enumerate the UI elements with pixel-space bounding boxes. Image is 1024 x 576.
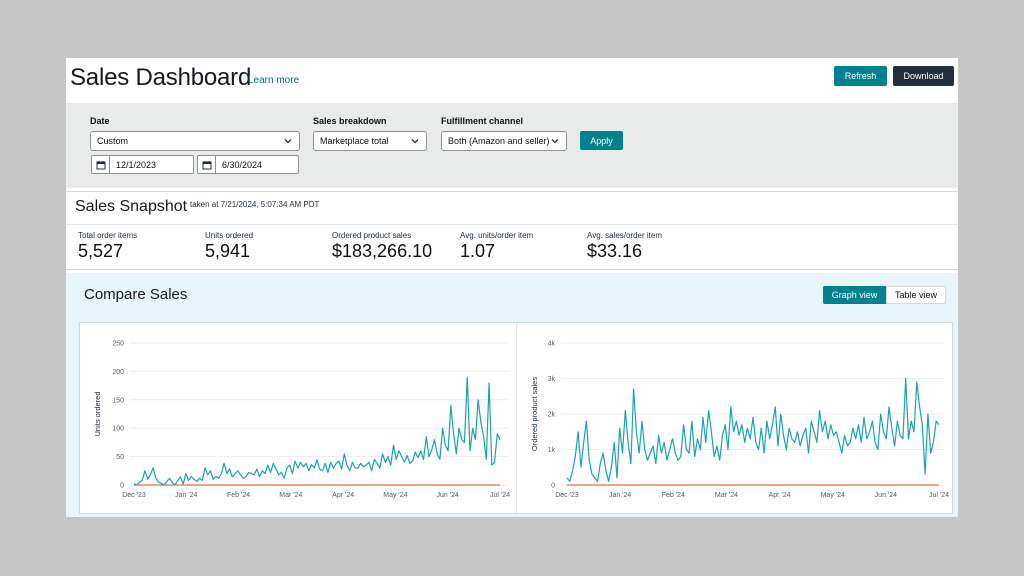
metric-units-ordered: Units ordered 5,941 <box>205 231 253 262</box>
y-tick-label: 0 <box>551 483 555 490</box>
chevron-down-icon <box>411 139 419 144</box>
compare-sales-section: Compare Sales Graph view Table view 0 50 1… <box>66 273 958 517</box>
x-tick-label: Feb '24 <box>662 492 685 499</box>
y-tick-label: 100 <box>112 426 124 433</box>
date-label: Date <box>90 116 110 126</box>
y-tick-label: 4k <box>548 341 556 348</box>
snapshot-timestamp: taken at 7/21/2024, 5:07:34 AM PDT <box>190 200 320 209</box>
metric-label: Avg. sales/order item <box>587 231 662 240</box>
metric-label: Ordered product sales <box>332 231 412 240</box>
x-tick-label: Apr '24 <box>332 492 354 499</box>
chevron-down-icon <box>551 139 559 144</box>
y-tick-label: 2k <box>548 412 556 419</box>
y-tick-label: 0 <box>120 483 124 490</box>
filter-bar: Date Custom 12/1/2023 6/30/2024 Sales br… <box>66 103 958 188</box>
sales-breakdown-label: Sales breakdown <box>313 116 387 126</box>
ordered-product-sales-chart: 0 1k 2k 3k 4k Ordered product sales Dec '23 Jan… <box>530 341 949 500</box>
metric-value: $33.16 <box>587 241 643 261</box>
metric-value: 1.07 <box>460 241 496 261</box>
x-tick-label: Jul '24 <box>929 492 949 499</box>
snapshot-metrics: Total order items 5,527 Units ordered 5,… <box>66 226 958 270</box>
metric-value: 5,941 <box>205 241 251 261</box>
y-axis-title: Ordered product sales <box>530 377 539 451</box>
x-tick-label: Apr '24 <box>769 492 791 499</box>
start-date-value: 12/1/2023 <box>116 160 157 170</box>
y-tick-label: 3k <box>548 376 556 383</box>
y-tick-label: 1k <box>548 447 556 454</box>
calendar-icon[interactable] <box>92 156 110 173</box>
sales-breakdown-select[interactable]: Marketplace total <box>313 131 427 151</box>
y-tick-label: 250 <box>112 341 124 348</box>
learn-more-link[interactable]: Learn more <box>248 75 300 86</box>
chart-divider <box>516 323 517 513</box>
x-tick-label: Jun '24 <box>437 492 459 499</box>
date-range-value: Custom <box>97 136 129 146</box>
start-date-field[interactable]: 12/1/2023 <box>91 155 194 174</box>
x-tick-label: May '24 <box>821 492 845 499</box>
metric-value: $183,266.10 <box>332 241 433 261</box>
table-view-tab[interactable]: Table view <box>886 286 946 304</box>
sales-snapshot-header: Sales Snapshot taken at 7/21/2024, 5:07:… <box>66 191 958 225</box>
compare-sales-title: Compare Sales <box>84 286 188 303</box>
header: Sales Dashboard Learn more Refresh Downl… <box>66 58 958 103</box>
series-line <box>133 376 501 486</box>
chevron-down-icon <box>284 139 292 144</box>
page-title: Sales Dashboard <box>70 64 252 91</box>
x-tick-label: Dec '23 <box>555 492 579 499</box>
y-tick-label: 200 <box>112 369 124 376</box>
download-button[interactable]: Download <box>893 66 954 86</box>
y-axis-title: Units ordered <box>93 391 102 436</box>
calendar-icon[interactable] <box>198 156 216 173</box>
x-tick-label: Mar '24 <box>279 492 302 499</box>
fulfillment-channel-label: Fulfillment channel <box>441 116 524 126</box>
y-tick-label: 150 <box>112 397 124 404</box>
x-tick-label: May '24 <box>383 492 407 499</box>
series-line <box>566 377 940 482</box>
metric-label: Avg. units/order item <box>460 231 534 240</box>
metric-label: Units ordered <box>205 231 254 240</box>
metric-avg-sales-per-order-item: Avg. sales/order item $33.16 <box>587 231 662 262</box>
fulfillment-channel-select[interactable]: Both (Amazon and seller) <box>441 131 567 151</box>
y-tick-label: 50 <box>116 454 124 461</box>
dashboard-window: Sales Dashboard Learn more Refresh Downl… <box>66 58 958 517</box>
x-tick-label: Dec '23 <box>122 492 146 499</box>
x-tick-label: Jan '24 <box>175 492 197 499</box>
fulfillment-channel-value: Both (Amazon and seller) <box>448 136 550 146</box>
apply-button[interactable]: Apply <box>580 131 623 150</box>
end-date-value: 6/30/2024 <box>222 160 263 170</box>
metric-avg-units-per-order-item: Avg. units/order item 1.07 <box>460 231 533 262</box>
units-ordered-chart: 0 50 100 150 200 250 Units ordered Dec '23 Jan '… <box>93 341 510 500</box>
metric-label: Total order items <box>78 231 138 240</box>
end-date-field[interactable]: 6/30/2024 <box>197 155 299 174</box>
graph-view-tab[interactable]: Graph view <box>823 286 886 304</box>
sales-snapshot-title: Sales Snapshot <box>75 198 188 215</box>
date-range-select[interactable]: Custom <box>90 131 300 151</box>
sales-breakdown-value: Marketplace total <box>320 136 389 146</box>
refresh-button[interactable]: Refresh <box>834 66 887 86</box>
x-tick-label: Mar '24 <box>715 492 738 499</box>
x-tick-label: Jun '24 <box>875 492 897 499</box>
x-tick-label: Jan '24 <box>609 492 631 499</box>
metric-ordered-product-sales: Ordered product sales $183,266.10 <box>332 231 432 262</box>
metric-value: 5,527 <box>78 241 124 261</box>
x-tick-label: Feb '24 <box>227 492 250 499</box>
x-tick-label: Jul '24 <box>490 492 510 499</box>
metric-total-order-items: Total order items 5,527 <box>78 231 137 262</box>
charts-panel: 0 50 100 150 200 250 Units ordered Dec '23 Jan '… <box>79 322 953 514</box>
